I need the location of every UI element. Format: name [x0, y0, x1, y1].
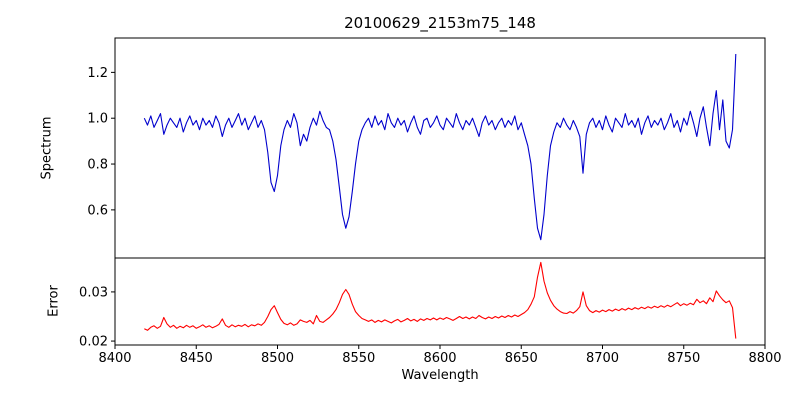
y-axis-label-error: Error — [46, 285, 62, 317]
y-tick-label: 0.8 — [87, 158, 108, 173]
figure-title: 20100629_2153m75_148 — [344, 14, 536, 32]
x-tick-label: 8550 — [342, 351, 375, 366]
x-tick-label: 8600 — [423, 351, 456, 366]
x-axis-label: Wavelength — [401, 368, 479, 383]
spectrum-series-line — [143, 53, 737, 241]
x-tick-label: 8400 — [98, 351, 131, 366]
y-tick-label: 1.2 — [87, 66, 108, 81]
y-axis-label-spectrum: Spectrum — [39, 116, 55, 180]
x-tick-label: 8450 — [180, 351, 213, 366]
y-tick-label: 0.6 — [87, 203, 108, 218]
x-tick-label: 8800 — [748, 351, 781, 366]
y-tick-label: 1.0 — [87, 112, 108, 127]
axes-frame-error-series — [114, 257, 766, 346]
axes-frame-spectrum-series — [114, 37, 766, 259]
x-tick-label: 8750 — [667, 351, 700, 366]
y-tick-label: 0.03 — [79, 285, 108, 300]
x-tick-label: 8500 — [261, 351, 294, 366]
x-tick-label: 8650 — [505, 351, 538, 366]
error-series-line — [144, 261, 737, 339]
y-tick-label: 0.02 — [79, 335, 108, 350]
x-tick-label: 8700 — [586, 351, 619, 366]
